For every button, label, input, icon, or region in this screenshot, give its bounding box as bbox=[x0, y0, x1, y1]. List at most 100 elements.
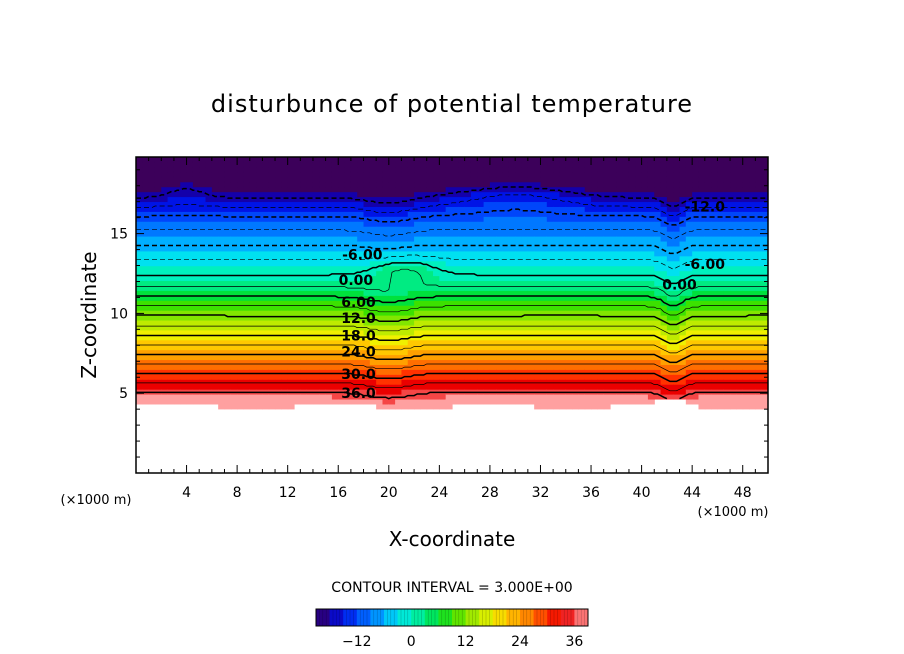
contour-cell bbox=[540, 384, 548, 390]
contour-cell bbox=[262, 216, 270, 222]
contour-cell bbox=[572, 324, 579, 331]
contour-cell bbox=[534, 255, 542, 262]
contour-cell bbox=[237, 300, 245, 306]
contour-cell bbox=[407, 245, 415, 252]
contour-cell bbox=[742, 315, 750, 321]
contour-cell bbox=[300, 250, 308, 257]
contour-cell bbox=[395, 270, 403, 277]
contour-cell bbox=[489, 236, 497, 242]
contour-cell bbox=[205, 211, 213, 217]
contour-cell bbox=[369, 315, 377, 321]
contour-cell bbox=[666, 196, 674, 203]
contour-cell bbox=[414, 236, 421, 242]
contour-cell bbox=[439, 394, 447, 400]
contour-cell bbox=[401, 344, 409, 351]
contour-cell bbox=[338, 329, 346, 336]
contour-cell bbox=[496, 166, 504, 173]
contour-cell bbox=[736, 324, 744, 331]
contour-cell bbox=[395, 300, 403, 306]
contour-cell bbox=[388, 324, 396, 331]
contour-cell bbox=[666, 186, 674, 193]
contour-cell bbox=[515, 384, 523, 390]
contour-cell bbox=[287, 359, 295, 365]
contour-cell bbox=[180, 216, 188, 222]
contour-cell bbox=[306, 157, 314, 163]
contour-cell bbox=[647, 300, 655, 306]
contour-cell bbox=[483, 379, 491, 385]
contour-cell bbox=[540, 364, 548, 370]
contour-cell bbox=[685, 181, 693, 188]
contour-cell bbox=[603, 285, 611, 291]
contour-cell bbox=[180, 300, 188, 306]
contour-cell bbox=[540, 290, 548, 296]
contour-cell bbox=[154, 157, 162, 163]
contour-cell bbox=[439, 221, 447, 227]
contour-cell bbox=[452, 157, 459, 163]
contour-cell bbox=[641, 216, 649, 222]
contour-cell bbox=[237, 206, 245, 212]
contour-cell bbox=[395, 216, 403, 222]
contour-cell bbox=[635, 305, 643, 311]
contour-cell bbox=[218, 250, 226, 257]
contour-cell bbox=[300, 315, 308, 321]
contour-cell bbox=[565, 280, 573, 286]
contour-cell bbox=[256, 354, 263, 361]
contour-cell bbox=[477, 324, 485, 331]
contour-cell bbox=[540, 226, 548, 232]
contour-cell bbox=[300, 196, 308, 203]
contour-cell bbox=[401, 389, 409, 395]
contour-cell bbox=[717, 305, 725, 311]
contour-cell bbox=[597, 161, 605, 168]
contour-cell bbox=[603, 270, 611, 277]
contour-cell bbox=[148, 176, 156, 183]
contour-cell bbox=[224, 305, 232, 311]
contour-cell bbox=[704, 285, 712, 291]
contour-cell bbox=[325, 171, 333, 178]
contour-cell bbox=[730, 329, 737, 336]
contour-cell bbox=[186, 300, 194, 306]
contour-cell bbox=[154, 260, 162, 267]
contour-cell bbox=[502, 201, 510, 207]
contour-cell bbox=[673, 211, 681, 217]
contour-cell bbox=[755, 280, 763, 286]
contour-cell bbox=[477, 394, 485, 400]
contour-cell bbox=[673, 334, 681, 341]
contour-cell bbox=[597, 196, 605, 203]
contour-cell bbox=[717, 403, 725, 410]
contour-cell bbox=[616, 161, 624, 168]
contour-cell bbox=[369, 339, 377, 346]
contour-cell bbox=[742, 181, 750, 188]
contour-cell bbox=[685, 310, 693, 316]
contour-cell bbox=[597, 403, 605, 410]
contour-cell bbox=[426, 216, 434, 222]
contour-cell bbox=[414, 389, 421, 395]
contour-cell bbox=[723, 206, 731, 212]
contour-cell bbox=[312, 305, 320, 311]
contour-cell bbox=[306, 369, 314, 375]
contour-cell bbox=[161, 211, 169, 217]
contour-cell bbox=[704, 236, 712, 242]
contour-cell bbox=[483, 211, 491, 217]
contour-cell bbox=[161, 324, 169, 331]
contour-cell bbox=[470, 255, 478, 262]
contour-cell bbox=[439, 305, 447, 311]
contour-cell bbox=[154, 398, 162, 405]
contour-cell bbox=[540, 201, 548, 207]
contour-cell bbox=[363, 191, 371, 198]
contour-cell bbox=[527, 157, 535, 163]
contour-cell bbox=[565, 384, 573, 390]
contour-cell bbox=[610, 236, 617, 242]
contour-cell bbox=[597, 250, 605, 257]
contour-cell bbox=[483, 226, 491, 232]
contour-cell bbox=[357, 201, 365, 207]
contour-cell bbox=[388, 359, 396, 365]
contour-cell bbox=[534, 379, 542, 385]
contour-cell bbox=[268, 250, 276, 257]
contour-cell bbox=[660, 379, 668, 385]
contour-cell bbox=[591, 369, 598, 375]
contour-cell bbox=[256, 285, 263, 291]
contour-cell bbox=[268, 280, 276, 286]
contour-cell bbox=[401, 265, 409, 272]
contour-cell bbox=[673, 240, 681, 247]
contour-cell bbox=[319, 344, 327, 351]
